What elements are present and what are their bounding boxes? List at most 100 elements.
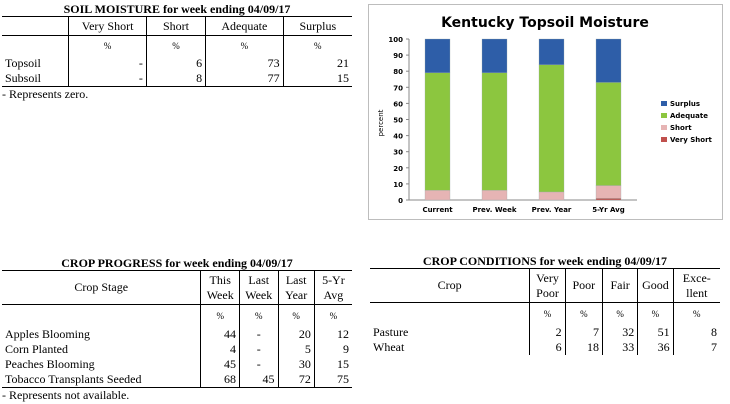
- cell: 9: [313, 341, 352, 357]
- cell: 75: [313, 371, 352, 388]
- crop-stage-header: Crop Stage: [2, 270, 201, 305]
- chart-bar-segment: [424, 72, 451, 191]
- chart-y-tick-label: 20: [393, 165, 403, 173]
- chart-y-tick-label: 90: [393, 52, 403, 60]
- cell: 4: [200, 341, 240, 357]
- topsoil-moisture-chart: Kentucky Topsoil Moisture percent 0 10 20 3…: [368, 4, 723, 220]
- cell: 7: [564, 324, 603, 340]
- row-label: Peaches Blooming: [5, 356, 95, 371]
- table-row: Corn Planted 4 - 5 9: [2, 341, 352, 357]
- legend-swatch: [661, 125, 667, 130]
- row-label: Subsoil: [2, 70, 69, 87]
- chart-y-tick-label: 0: [398, 197, 403, 205]
- col-adequate: Adequate: [205, 16, 284, 36]
- crop-conditions-section: CROP CONDITIONS for week ending 04/09/17…: [370, 254, 720, 355]
- row-label: Apples Blooming: [5, 326, 91, 341]
- unit-label: %: [282, 35, 352, 56]
- crop-progress-note: - Represents not available.: [2, 387, 130, 402]
- cell: -: [238, 341, 279, 357]
- chart-y-tick-label: 60: [393, 100, 403, 108]
- crop-progress-title: CROP PROGRESS for week ending 04/09/17: [61, 256, 293, 270]
- soil-moisture-note: - Represents zero.: [2, 86, 89, 101]
- col-fair: Fair: [601, 268, 638, 303]
- table-row: Peaches Blooming 45 - 30 15: [2, 356, 352, 372]
- row-label: Wheat: [373, 339, 405, 354]
- chart-bar-segment: [595, 38, 622, 83]
- col-short: Short: [145, 16, 206, 36]
- row-label: Pasture: [373, 324, 409, 339]
- cell: 15: [282, 70, 352, 87]
- cell: -: [238, 326, 279, 342]
- crop-progress-table: Crop Stage This Week Last Week Last Year 5-…: [2, 270, 352, 388]
- chart-title: Kentucky Topsoil Moisture: [441, 15, 649, 31]
- chart-bar-segment: [424, 190, 451, 201]
- cell: 15: [313, 356, 352, 372]
- chart-bar-segment: [595, 82, 622, 186]
- chart-y-tick-label: 70: [393, 84, 403, 92]
- chart-y-tick-label: 100: [388, 36, 403, 44]
- chart-bar-segment: [595, 185, 622, 199]
- chart-plot-area: 0 10 20 30 40 50 60 70 80 90 100 Current Prev. Week P…: [388, 36, 637, 214]
- crop-header: Crop: [370, 268, 530, 303]
- col-this-week: This Week: [200, 270, 240, 305]
- chart-y-tick-label: 50: [393, 117, 403, 125]
- cell: 6: [145, 55, 206, 71]
- chart-y-tick-label: 40: [393, 133, 403, 141]
- chart-x-tick-label: Prev. Year: [532, 206, 572, 214]
- col-very-poor: Very Poor: [529, 268, 566, 303]
- table-row: Tobacco Transplants Seeded 68 45 72 75: [2, 371, 352, 388]
- chart-legend: Surplus Adequate Short Very Short: [661, 100, 713, 144]
- cell: -: [68, 70, 147, 87]
- chart-bar-segment: [538, 38, 565, 65]
- unit-label: %: [672, 302, 720, 325]
- col-excellent: Exce-llent: [672, 268, 720, 303]
- chart-y-axis-label: percent: [377, 109, 385, 136]
- table-row: Pasture 2 7 32 51 8: [370, 324, 720, 340]
- unit-label: %: [68, 35, 147, 56]
- legend-label: Surplus: [670, 100, 700, 108]
- col-surplus: Surplus: [282, 16, 352, 36]
- col-last-week: Last Week: [238, 270, 279, 305]
- crop-conditions-table: Crop Very Poor Poor Fair Good Exce-llent …: [370, 268, 720, 355]
- table-row: Wheat 6 18 33 36 7: [370, 339, 720, 355]
- unit-label: %: [313, 304, 352, 327]
- cell: 77: [205, 70, 284, 87]
- cell: 6: [529, 339, 566, 355]
- cell: 72: [277, 371, 315, 388]
- chart-bar-segment: [424, 38, 451, 73]
- cell: 5: [277, 341, 315, 357]
- chart-y-tick-label: 10: [393, 181, 403, 189]
- legend-swatch: [661, 137, 667, 142]
- cell: 8: [672, 324, 720, 340]
- cell: 18: [564, 339, 603, 355]
- cell: 7: [672, 339, 720, 355]
- cell: 45: [238, 371, 279, 388]
- col-very-short: Very Short: [68, 16, 147, 36]
- row-label: Corn Planted: [5, 341, 68, 356]
- cell: 30: [277, 356, 315, 372]
- cell: 73: [205, 55, 284, 71]
- table-row: Subsoil - 8 77 15: [2, 70, 352, 87]
- col-good: Good: [637, 268, 674, 303]
- chart-y-tick-label: 80: [393, 68, 403, 76]
- table-row: Topsoil - 6 73 21: [2, 55, 352, 71]
- unit-label: %: [529, 302, 566, 325]
- cell: 51: [637, 324, 674, 340]
- unit-label: %: [601, 302, 638, 325]
- cell: 8: [145, 70, 206, 87]
- legend-label: Adequate: [670, 112, 708, 120]
- chart-x-tick-label: Prev. Week: [472, 206, 516, 214]
- unit-label: %: [205, 35, 284, 56]
- col-5yr-avg: 5-Yr Avg: [313, 270, 352, 305]
- soil-moisture-title: SOIL MOISTURE for week ending 04/09/17: [63, 2, 291, 16]
- legend-label: Short: [670, 124, 692, 132]
- unit-label: %: [200, 304, 240, 327]
- cell: 20: [277, 326, 315, 342]
- cell: 2: [529, 324, 566, 340]
- chart-y-tick-label: 30: [393, 149, 403, 157]
- cell: 68: [200, 371, 240, 388]
- unit-label: %: [238, 304, 279, 327]
- cell: 45: [200, 356, 240, 372]
- soil-moisture-section: SOIL MOISTURE for week ending 04/09/17 V…: [2, 2, 352, 102]
- table-row: Apples Blooming 44 - 20 12: [2, 326, 352, 342]
